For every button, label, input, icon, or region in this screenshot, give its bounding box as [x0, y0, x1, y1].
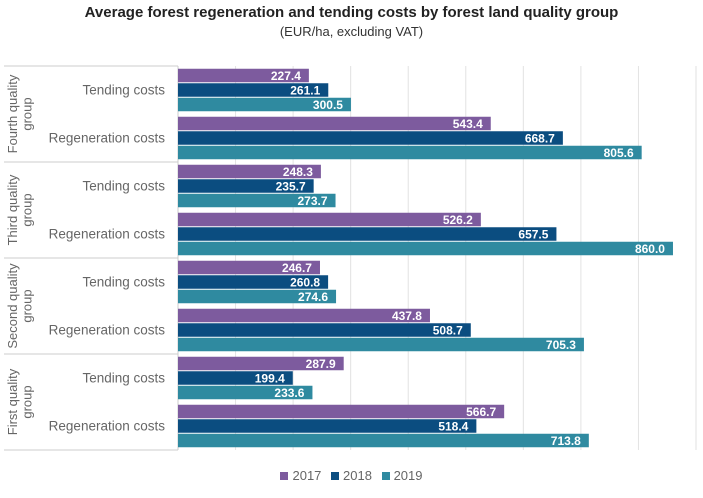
data-label: 235.7 [276, 180, 306, 194]
data-label: 300.5 [313, 98, 343, 112]
data-label: 657.5 [518, 228, 548, 242]
data-label: 260.8 [290, 276, 320, 290]
data-label: 805.6 [604, 146, 634, 160]
bar-2017 [178, 356, 344, 371]
bar-2018 [178, 419, 477, 433]
data-label: 437.8 [392, 309, 422, 323]
chart-title: Average forest regeneration and tending … [84, 4, 619, 21]
bar-2019 [178, 241, 673, 256]
data-label: 233.6 [274, 386, 304, 400]
bar-2018 [178, 323, 471, 337]
category-label: Regeneration costs [49, 227, 166, 242]
data-label: 508.7 [433, 324, 463, 338]
data-label: 227.4 [271, 69, 301, 83]
chart-subtitle: (EUR/ha, excluding VAT) [279, 24, 424, 39]
bar-2017 [178, 116, 491, 131]
bar-2019 [178, 385, 313, 400]
data-label: 668.7 [525, 132, 555, 146]
data-label: 543.4 [453, 117, 483, 131]
bar-2019 [178, 145, 642, 160]
legend: 2017 2018 2019 [0, 468, 703, 483]
data-label: 274.6 [298, 290, 328, 304]
group-label: Third qualitygroup [5, 174, 35, 245]
bar-2018 [178, 131, 563, 145]
category-label: Tending costs [82, 83, 165, 98]
legend-item-2017[interactable]: 2017 [280, 468, 321, 483]
bar-2017 [178, 68, 309, 83]
bar-2019 [178, 433, 589, 448]
legend-swatch-2019 [381, 472, 390, 480]
data-label: 566.7 [466, 405, 496, 419]
data-label: 713.8 [551, 434, 581, 448]
bar-2019 [178, 97, 351, 112]
bar-2017 [178, 260, 320, 275]
group-label: First qualitygroup [5, 368, 35, 435]
legend-label-2017: 2017 [292, 468, 322, 483]
data-label: 199.4 [255, 372, 285, 386]
data-label: 705.3 [546, 338, 576, 352]
category-label: Tending costs [82, 371, 165, 386]
data-label: 273.7 [297, 194, 327, 208]
data-label: 860.0 [635, 242, 665, 256]
legend-swatch-2018 [331, 472, 340, 480]
category-label: Regeneration costs [49, 323, 166, 338]
bar-2017 [178, 164, 321, 179]
bar-2019 [178, 289, 337, 304]
group-label: Second qualitygroup [5, 263, 35, 349]
legend-label-2019: 2019 [393, 468, 423, 483]
data-label: 526.2 [443, 213, 473, 227]
category-label: Tending costs [82, 275, 165, 290]
data-label: 261.1 [290, 84, 320, 98]
bar-2018 [178, 227, 557, 241]
bar-2018 [178, 179, 314, 193]
legend-item-2019[interactable]: 2019 [381, 468, 423, 483]
legend-label-2018: 2018 [343, 468, 372, 483]
bar-2018 [178, 83, 329, 97]
bar-2017 [178, 308, 430, 323]
legend-item-2018[interactable]: 2018 [331, 468, 372, 483]
category-label: Regeneration costs [49, 131, 166, 146]
bar-2017 [178, 404, 505, 419]
bar-2018 [178, 371, 293, 385]
data-label: 287.9 [306, 357, 336, 371]
category-label: Regeneration costs [49, 419, 166, 434]
bar-2018 [178, 275, 329, 289]
bar-2019 [178, 193, 336, 208]
category-label: Tending costs [82, 179, 165, 194]
bar-2019 [178, 337, 584, 352]
data-label: 518.4 [438, 420, 468, 434]
bar-2017 [178, 212, 481, 227]
group-label: Fourth qualitygroup [5, 74, 35, 153]
legend-swatch-2017 [280, 472, 289, 480]
data-label: 246.7 [282, 261, 312, 275]
data-label: 248.3 [283, 165, 313, 179]
